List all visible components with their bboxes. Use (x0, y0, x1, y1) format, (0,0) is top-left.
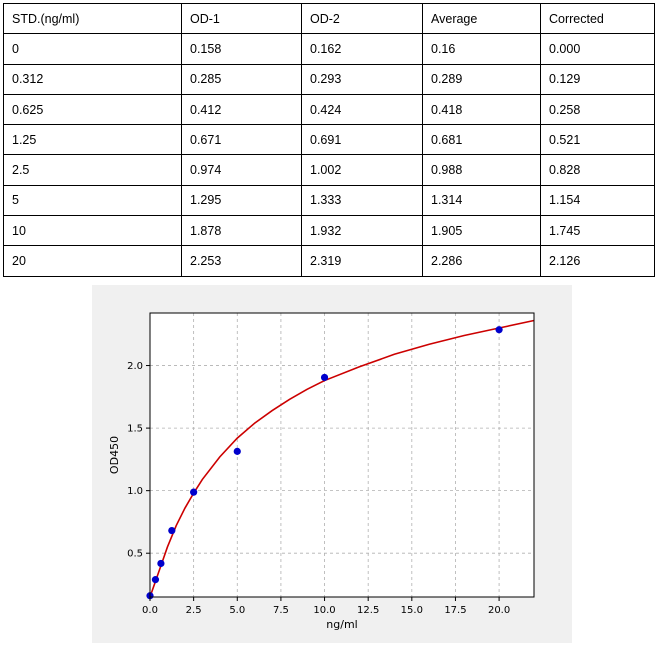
y-tick-label: 1.5 (127, 424, 143, 435)
cell-std: 5 (3, 184, 182, 217)
header-od1: OD-1 (181, 2, 302, 35)
plot-frame (149, 312, 535, 598)
cell-std: 20 (3, 245, 182, 277)
cell-average: 1.905 (422, 215, 541, 247)
header-std: STD.(ng/ml) (3, 2, 182, 35)
x-axis-label: ng/ml (326, 618, 357, 631)
header-average: Average (422, 2, 541, 35)
cell-od1: 1.878 (181, 215, 302, 247)
table-row: 0.625 0.412 0.424 0.418 0.258 (3, 93, 655, 126)
cell-od1: 1.295 (181, 184, 302, 217)
table-header-row: STD.(ng/ml) OD-1 OD-2 Average Corrected (3, 2, 655, 35)
table-row: 2.5 0.974 1.002 0.988 0.828 (3, 154, 655, 186)
data-points (146, 326, 503, 600)
table-row: 20 2.253 2.319 2.286 2.126 (3, 245, 655, 277)
plot-area (150, 313, 534, 597)
cell-average: 0.418 (422, 93, 541, 126)
x-tick-label: 12.5 (357, 605, 379, 616)
fit-curve (149, 319, 535, 598)
cell-average: 2.286 (422, 245, 541, 277)
x-tick-label: 5.0 (229, 605, 245, 616)
table-row: 0.312 0.285 0.293 0.289 0.129 (3, 63, 655, 95)
cell-od2: 1.002 (301, 154, 423, 186)
data-point (190, 488, 198, 496)
cell-od1: 0.412 (181, 93, 302, 126)
cell-od2: 0.424 (301, 93, 423, 126)
x-tick-label: 20.0 (488, 605, 510, 616)
cell-od1: 0.158 (181, 33, 302, 65)
table-row: 5 1.295 1.333 1.314 1.154 (3, 184, 655, 217)
cell-corrected: 0.521 (540, 124, 655, 156)
data-point (151, 576, 160, 584)
cell-od2: 0.293 (301, 63, 423, 95)
header-corrected: Corrected (540, 2, 655, 35)
cell-corrected: 0.828 (540, 154, 655, 186)
x-tick-label: 17.5 (444, 605, 466, 616)
cell-std: 0.312 (3, 63, 182, 95)
x-tick-label: 0.0 (142, 605, 158, 616)
cell-average: 0.289 (422, 63, 541, 95)
cell-average: 0.16 (422, 33, 541, 65)
cell-std: 0 (3, 33, 182, 65)
cell-average: 1.314 (422, 184, 541, 217)
chart-container: 0.0 2.5 5.0 7.5 10.0 12.5 15.0 17.5 20.0 0.5 1.0 1… (92, 285, 572, 643)
cell-std: 0.625 (3, 93, 182, 126)
cell-corrected: 2.126 (540, 245, 655, 277)
cell-corrected: 1.745 (540, 215, 655, 247)
cell-od2: 2.319 (301, 245, 423, 277)
data-point (233, 447, 241, 455)
x-axis-ticks: 0.0 2.5 5.0 7.5 10.0 12.5 15.0 17.5 20.0 (142, 597, 510, 616)
standards-table: STD.(ng/ml) OD-1 OD-2 Average Corrected … (3, 2, 655, 277)
cell-corrected: 0.129 (540, 63, 655, 95)
cell-od1: 0.285 (181, 63, 302, 95)
x-tick-label: 7.5 (273, 605, 289, 616)
standard-curve-chart: 0.0 2.5 5.0 7.5 10.0 12.5 15.0 17.5 20.0 0.5 1.0 1… (108, 312, 535, 631)
header-od2: OD-2 (301, 2, 423, 35)
cell-od2: 0.162 (301, 33, 423, 65)
cell-corrected: 0.000 (540, 33, 655, 65)
data-point (157, 559, 165, 568)
y-tick-label: 1.0 (127, 486, 143, 497)
cell-std: 1.25 (3, 124, 182, 156)
x-tick-label: 10.0 (313, 605, 335, 616)
table-row: 0 0.158 0.162 0.16 0.000 (3, 33, 655, 65)
data-point (168, 526, 176, 535)
grid-lines (149, 313, 534, 597)
cell-od1: 2.253 (181, 245, 302, 277)
y-axis-ticks: 0.5 1.0 1.5 2.0 (127, 361, 150, 560)
cell-od1: 0.974 (181, 154, 302, 186)
cell-corrected: 0.258 (540, 93, 655, 126)
cell-od2: 1.932 (301, 215, 423, 247)
data-point (320, 373, 329, 382)
table-row: 1.25 0.671 0.691 0.681 0.521 (3, 124, 655, 156)
cell-std: 10 (3, 215, 182, 247)
cell-od2: 1.333 (301, 184, 423, 217)
table-row: 10 1.878 1.932 1.905 1.745 (3, 215, 655, 247)
x-tick-label: 2.5 (186, 605, 202, 616)
y-tick-label: 2.0 (127, 361, 143, 372)
x-tick-label: 15.0 (401, 605, 423, 616)
y-axis-label: OD450 (108, 436, 121, 474)
cell-corrected: 1.154 (540, 184, 655, 217)
cell-std: 2.5 (3, 154, 182, 186)
standards-table-container: STD.(ng/ml) OD-1 OD-2 Average Corrected … (3, 2, 655, 277)
y-tick-label: 0.5 (127, 549, 143, 560)
cell-average: 0.988 (422, 154, 541, 186)
data-point (495, 326, 503, 334)
cell-od1: 0.671 (181, 124, 302, 156)
cell-average: 0.681 (422, 124, 541, 156)
cell-od2: 0.691 (301, 124, 423, 156)
